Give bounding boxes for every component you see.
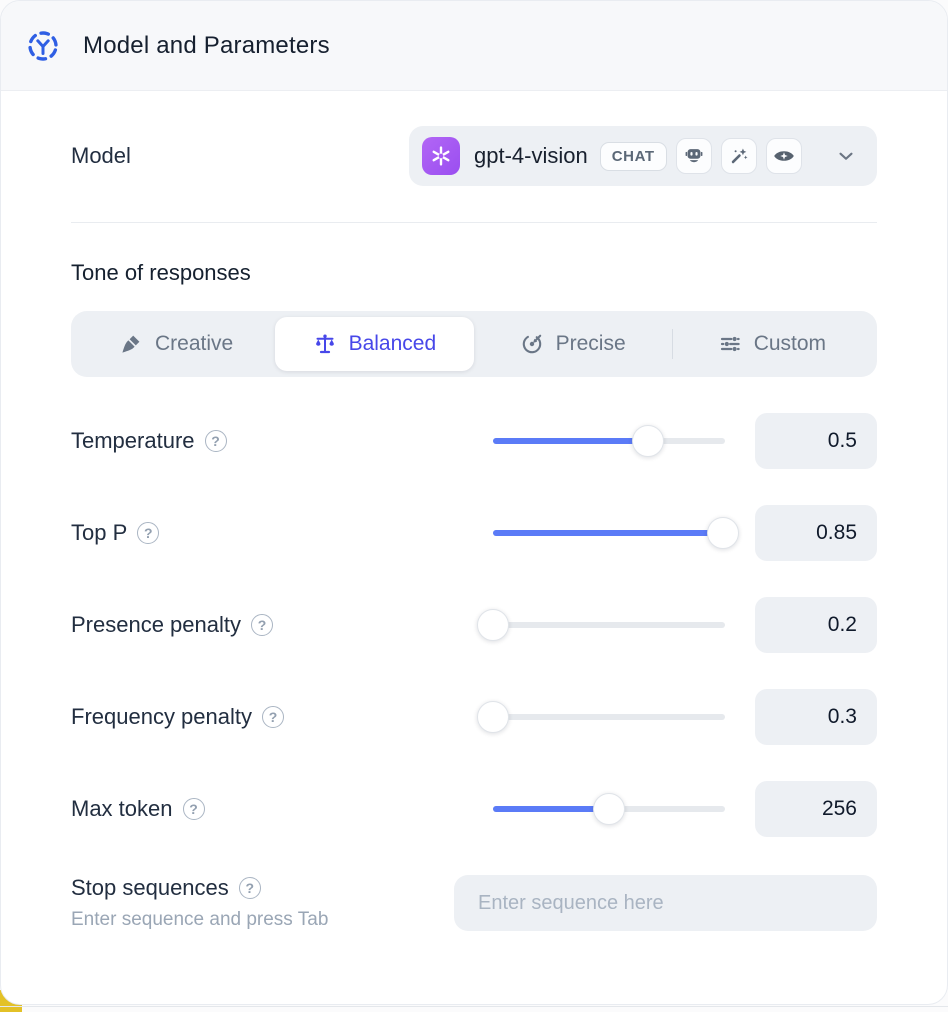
slider-track (493, 622, 725, 628)
max-token-row: Max token ? 256 (71, 781, 877, 837)
section-divider (71, 222, 877, 223)
max-token-value[interactable]: 256 (755, 781, 877, 837)
magic-wand-capability-badge (720, 138, 757, 174)
tone-heading: Tone of responses (71, 260, 251, 285)
presence-penalty-slider[interactable] (477, 609, 725, 641)
panel-title: Model and Parameters (83, 31, 330, 59)
model-row: Model gpt-4-vi (71, 126, 877, 186)
slider-fill (493, 438, 649, 444)
chevron-down-icon (835, 145, 857, 167)
frequency-penalty-row: Frequency penalty ? 0.3 (71, 689, 877, 745)
tone-segmented-control: Creative Balanced (71, 311, 877, 377)
paintbrush-icon (119, 332, 143, 356)
max-token-slider[interactable] (493, 793, 725, 825)
slider-thumb[interactable] (477, 609, 509, 641)
tone-option-label: Balanced (348, 332, 437, 355)
tone-option-balanced[interactable]: Balanced (275, 317, 474, 371)
top-p-value[interactable]: 0.85 (755, 505, 877, 561)
model-label: Model (71, 143, 131, 168)
sliders-icon (718, 332, 742, 356)
tone-option-creative[interactable]: Creative (77, 317, 275, 371)
frequency-penalty-value[interactable]: 0.3 (755, 689, 877, 745)
temperature-row: Temperature ? 0.5 (71, 413, 877, 469)
top-p-slider[interactable] (493, 517, 739, 549)
help-icon[interactable]: ? (137, 522, 160, 544)
model-hub-icon (25, 28, 61, 64)
stop-sequence-input[interactable] (454, 875, 877, 931)
slider-fill (493, 806, 609, 812)
help-icon[interactable]: ? (204, 430, 227, 452)
temperature-label: Temperature (71, 428, 195, 453)
slider-thumb[interactable] (706, 517, 739, 549)
stop-sequences-label-block: Stop sequences ? Enter sequence and pres… (71, 875, 328, 931)
slider-fill (493, 530, 723, 536)
panel-header: Model and Parameters (1, 1, 947, 91)
page-divider (0, 1006, 948, 1007)
top-p-row: Top P ? 0.85 (71, 505, 877, 561)
frequency-penalty-slider[interactable] (477, 701, 725, 733)
selected-model-name: gpt-4-vision (474, 143, 588, 168)
presence-penalty-label: Presence penalty (71, 612, 241, 637)
tone-option-label: Creative (155, 332, 234, 355)
slider-track (493, 714, 725, 720)
slider-thumb[interactable] (477, 701, 509, 733)
model-type-badge: CHAT (599, 141, 667, 171)
temperature-value[interactable]: 0.5 (755, 413, 877, 469)
stop-sequences-helper: Enter sequence and press Tab (71, 909, 329, 930)
tone-option-precise[interactable]: Precise (474, 317, 672, 371)
vision-capability-badge (765, 138, 802, 174)
tone-option-custom[interactable]: Custom (673, 317, 871, 371)
slider-thumb[interactable] (632, 425, 665, 457)
model-select[interactable]: gpt-4-vision CHAT (409, 126, 877, 186)
help-icon[interactable]: ? (238, 877, 261, 899)
tone-option-label: Custom (753, 332, 827, 355)
help-icon[interactable]: ? (251, 614, 273, 636)
stop-sequences-label: Stop sequences (71, 875, 229, 900)
scale-icon (313, 332, 337, 356)
max-token-label: Max token (71, 796, 173, 821)
target-icon (520, 332, 544, 356)
tone-option-label: Precise (555, 332, 626, 355)
frequency-penalty-label: Frequency penalty (71, 704, 252, 729)
segment-separator (671, 329, 673, 359)
top-p-label: Top P (71, 520, 128, 545)
slider-thumb[interactable] (593, 793, 625, 825)
presence-penalty-value[interactable]: 0.2 (755, 597, 877, 653)
presence-penalty-row: Presence penalty ? 0.2 (71, 597, 877, 653)
temperature-slider[interactable] (493, 425, 725, 457)
openai-logo-icon (422, 137, 460, 175)
help-icon[interactable]: ? (182, 798, 205, 820)
bot-capability-badge (675, 138, 712, 174)
stop-sequences-row: Stop sequences ? Enter sequence and pres… (71, 875, 877, 931)
help-icon[interactable]: ? (262, 706, 284, 728)
